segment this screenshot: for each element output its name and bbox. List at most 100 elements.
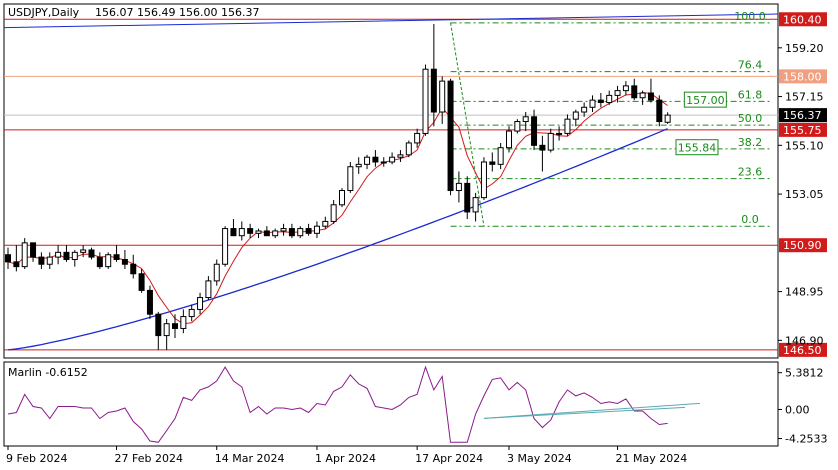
level-price-label: 146.50 bbox=[783, 344, 822, 357]
candle-body bbox=[656, 99, 663, 123]
candle-body bbox=[539, 144, 546, 151]
price-tick-label: 155.10 bbox=[785, 139, 824, 152]
candle-body bbox=[230, 228, 237, 237]
candle-body bbox=[389, 156, 396, 163]
candle-body bbox=[213, 263, 220, 282]
candle-body bbox=[288, 228, 295, 237]
candle-body bbox=[130, 263, 137, 275]
candle-body bbox=[13, 261, 20, 268]
fib-level-label: 0.0 bbox=[741, 213, 759, 226]
fib-level-label: 100.0 bbox=[734, 10, 766, 23]
candle-body bbox=[480, 161, 487, 199]
candle-body bbox=[30, 242, 37, 258]
price-annotation-box bbox=[683, 91, 727, 108]
candle-body bbox=[489, 161, 496, 165]
candle-body bbox=[464, 182, 471, 213]
candle-body bbox=[105, 254, 112, 268]
current-price-label: 156.37 bbox=[783, 109, 822, 122]
candle-body bbox=[263, 230, 270, 237]
price-panel-frame bbox=[3, 3, 779, 359]
date-tick-label: 1 Apr 2024 bbox=[315, 452, 376, 465]
candle-body bbox=[88, 249, 95, 258]
level-price-box bbox=[779, 122, 827, 137]
fib-level-label: 38.2 bbox=[738, 136, 763, 149]
candle-body bbox=[589, 99, 596, 108]
indicator-tick-label: 0.00 bbox=[785, 403, 810, 416]
candle-body bbox=[180, 316, 187, 329]
candle-body bbox=[430, 68, 437, 113]
candle-body bbox=[46, 256, 53, 265]
candle-body bbox=[21, 242, 28, 268]
candle-body bbox=[339, 190, 345, 206]
level-price-label: 155.75 bbox=[783, 124, 822, 137]
candle-body bbox=[96, 256, 103, 268]
candle-body bbox=[188, 308, 195, 318]
candle-body bbox=[313, 225, 320, 234]
candle-body bbox=[372, 156, 379, 163]
candle-body bbox=[55, 251, 62, 258]
candle-body bbox=[146, 289, 153, 315]
candle-body bbox=[38, 256, 45, 265]
candle-body bbox=[564, 118, 571, 134]
candle-body bbox=[522, 116, 529, 123]
indicator-label: Marlin -0.6152 bbox=[8, 366, 88, 379]
indicator-panel-frame bbox=[3, 361, 779, 447]
price-tick-label: 157.15 bbox=[785, 91, 824, 104]
candle-body bbox=[272, 230, 279, 237]
candle-body bbox=[639, 92, 646, 99]
candle-body bbox=[280, 228, 287, 232]
candle-body bbox=[297, 228, 304, 237]
candle-body bbox=[121, 258, 128, 265]
candle-body bbox=[472, 197, 479, 213]
oscillator-trendline-lower bbox=[483, 406, 686, 419]
candle-body bbox=[405, 142, 412, 156]
price-annotation-label: 157.00 bbox=[686, 94, 725, 107]
level-price-box bbox=[779, 342, 827, 357]
level-price-label: 160.40 bbox=[783, 13, 822, 26]
candle-body bbox=[355, 163, 362, 168]
price-tick-label: 146.90 bbox=[785, 334, 824, 347]
level-price-label: 158.00 bbox=[783, 70, 822, 83]
candle-body bbox=[247, 228, 254, 234]
level-price-label: 150.90 bbox=[783, 239, 822, 252]
candle-body bbox=[80, 249, 87, 253]
channel-trendline bbox=[3, 13, 779, 29]
candle-body bbox=[606, 94, 613, 104]
candle-body bbox=[330, 204, 337, 222]
candle-body bbox=[238, 228, 245, 237]
candle-body bbox=[364, 156, 371, 165]
level-price-box bbox=[779, 12, 827, 27]
oscillator-trendline-upper bbox=[483, 402, 701, 419]
date-tick-label: 14 Mar 2024 bbox=[215, 452, 285, 465]
candle-body bbox=[414, 132, 421, 144]
candle-body bbox=[71, 251, 78, 260]
candle-body bbox=[556, 132, 563, 135]
price-tick-label: 153.05 bbox=[785, 188, 824, 201]
fib-level-label: 61.8 bbox=[738, 88, 763, 101]
candle-body bbox=[455, 182, 462, 192]
candle-body bbox=[380, 161, 387, 164]
candle-body bbox=[439, 80, 446, 113]
date-tick-label: 27 Feb 2024 bbox=[115, 452, 183, 465]
date-tick-label: 17 Apr 2024 bbox=[415, 452, 483, 465]
candle-body bbox=[597, 99, 604, 104]
candle-body bbox=[155, 313, 162, 337]
candle-body bbox=[581, 106, 588, 113]
candle-body bbox=[531, 116, 538, 146]
candle-body bbox=[422, 68, 429, 134]
candle-body bbox=[197, 297, 204, 310]
candle-body bbox=[222, 228, 229, 265]
candle-body bbox=[172, 323, 178, 329]
candle-body bbox=[255, 230, 262, 234]
candle-body bbox=[113, 254, 120, 260]
level-price-box bbox=[779, 69, 827, 84]
price-annotation-label: 155.84 bbox=[678, 142, 717, 155]
candle-body bbox=[514, 121, 521, 132]
price-annotation-box bbox=[675, 139, 719, 156]
level-price-box bbox=[779, 238, 827, 253]
candle-body bbox=[138, 273, 145, 291]
candle-body bbox=[305, 228, 312, 234]
candle-body bbox=[622, 85, 629, 92]
